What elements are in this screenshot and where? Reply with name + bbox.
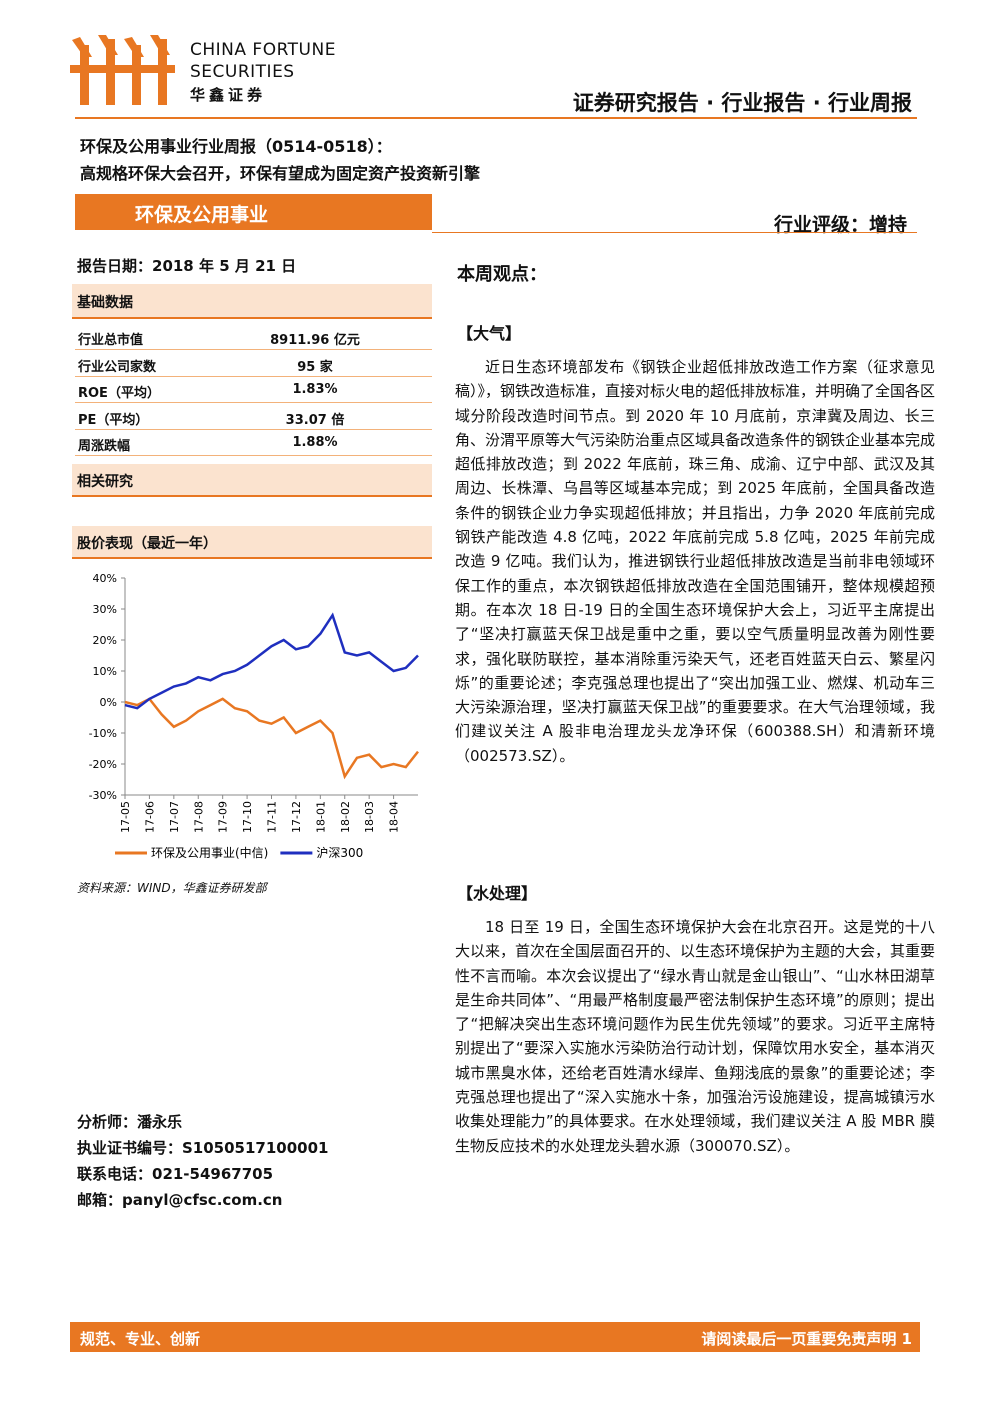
x-tick-label: 17-09: [217, 801, 230, 833]
divider: [75, 117, 917, 119]
row-label: PE（平均）: [78, 412, 149, 428]
source: 资料来源：WIND，华鑫证券研发部: [77, 881, 267, 895]
row-value: 33.07 倍: [285, 412, 345, 428]
row-label: ROE（平均）: [78, 386, 160, 401]
title: 环保及公用事业行业周报（0514-0518）：: [80, 137, 392, 156]
row-value: 1.83%: [292, 382, 338, 397]
y-tick-label: -30%: [89, 789, 117, 802]
paragraph: 近日生态环境部发布《钢铁企业超低排放改造工作方案（征求意见稿）》，钢铁改造标准，…: [455, 358, 936, 765]
row-label: 周涨跌幅: [78, 439, 131, 454]
report-type: 证券研究报告 · 行业报告 · 行业周报: [572, 91, 912, 115]
footer-right: 请阅读最后一页重要免责声明 1: [701, 1330, 912, 1348]
view-heading: 本周观点：: [457, 264, 547, 285]
x-tick-label: 17-07: [168, 801, 181, 833]
analyst: 分析师：潘永乐: [77, 1113, 183, 1131]
line-series: [124, 697, 419, 780]
line-series: [124, 612, 419, 710]
paragraph: 18 日至 19 日，全国生态环境保护大会在北京召开。这是党的十八大以来，首次在…: [455, 918, 936, 1155]
table-row: ROE（平均） 1.83%: [75, 376, 432, 403]
section-heading: 【大气】: [457, 324, 522, 343]
table-row: 行业总市值 8911.96 亿元: [75, 323, 432, 350]
phone: 联系电话：021-54967705: [77, 1165, 274, 1183]
x-tick-label: 17-08: [192, 801, 205, 833]
section-bar: [72, 464, 432, 497]
x-tick-label: 17-11: [266, 801, 279, 833]
section-bar: [72, 284, 432, 319]
y-tick-label: 10%: [93, 665, 117, 678]
x-tick-label: 18-02: [339, 801, 352, 833]
row-value: 8911.96 亿元: [270, 333, 360, 348]
table-row: 周涨跌幅 1.88%: [75, 429, 432, 456]
legend-label: 沪深300: [316, 846, 363, 860]
x-tick-label: 18-04: [388, 801, 401, 833]
y-tick-label: 20%: [93, 634, 117, 647]
footer-bar: [70, 1322, 920, 1352]
row-label: 行业公司家数: [78, 359, 157, 375]
footer-left: 规范、专业、创新: [80, 1330, 201, 1348]
x-tick-label: 18-01: [314, 801, 327, 833]
report-date: 报告日期：2018 年 5 月 21 日: [77, 257, 297, 275]
basic-data-heading: 基础数据: [77, 295, 133, 311]
x-tick-label: 18-03: [363, 801, 376, 833]
sector: 环保及公用事业: [135, 204, 269, 226]
title: 高规格环保大会召开，环保有望成为固定资产投资新引擎: [80, 164, 481, 183]
divider: [432, 232, 917, 233]
legend-label: 环保及公用事业(中信): [151, 845, 268, 860]
y-tick-label: 0%: [100, 696, 117, 709]
section-heading: 【水处理】: [457, 884, 538, 903]
related-heading: 相关研究: [77, 474, 133, 490]
email: 邮箱：panyl@cfsc.com.cn: [77, 1191, 283, 1209]
company-cn: 华鑫证券: [190, 86, 267, 104]
row-value: 95 家: [297, 359, 333, 375]
x-tick-label: 17-06: [143, 801, 156, 833]
rating: 行业评级：增持: [773, 214, 907, 236]
y-tick-label: 30%: [93, 603, 117, 616]
price-heading: 股价表现（最近一年）: [77, 536, 217, 552]
y-tick-label: -10%: [89, 727, 117, 740]
row-value: 1.88%: [292, 435, 338, 450]
company-en: CHINA FORTUNE: [190, 40, 336, 60]
y-tick-label: 40%: [93, 572, 117, 585]
license: 执业证书编号：S1050517100001: [77, 1139, 329, 1157]
table-row: 行业公司家数 95 家: [75, 350, 432, 377]
x-tick-label: 17-10: [241, 801, 254, 833]
row-label: 行业总市值: [78, 333, 144, 348]
sector-bar: [75, 194, 432, 230]
company-en: SECURITIES: [190, 62, 295, 82]
y-tick-label: -20%: [89, 758, 117, 771]
table-row: PE（平均） 33.07 倍: [75, 403, 432, 430]
x-tick-label: 17-05: [119, 801, 132, 833]
section-bar: [72, 526, 432, 559]
logo: [70, 35, 175, 105]
x-tick-label: 17-12: [290, 801, 303, 833]
price-chart: 40% 30% 20% 10% 0% -10% -20% -30%17-05 17-06 17-0…: [89, 572, 419, 860]
